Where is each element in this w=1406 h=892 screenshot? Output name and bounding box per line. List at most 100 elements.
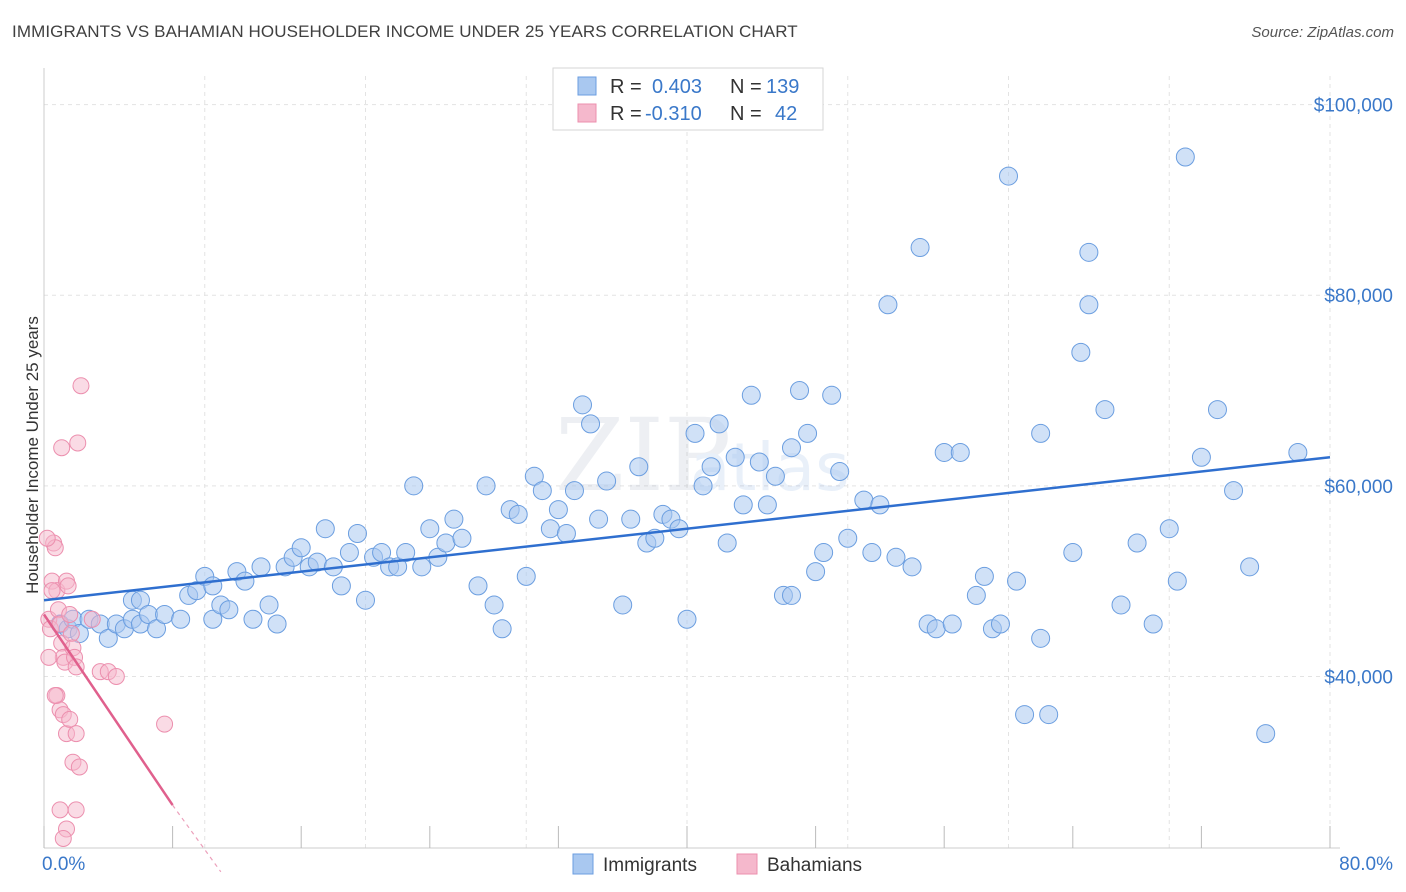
immigrants-point — [733, 495, 753, 515]
bahamians-point — [59, 577, 77, 595]
immigrants-point — [830, 462, 850, 482]
series-legend-swatch-immigrants — [572, 853, 594, 875]
immigrants-point — [709, 414, 729, 434]
immigrants-point — [685, 423, 705, 443]
x-tick-labels: 0.0% 80.0% — [42, 854, 1393, 875]
immigrants-point — [203, 609, 223, 629]
legend-r-label-immigrants: R = — [610, 76, 642, 98]
immigrants-point — [1224, 481, 1244, 501]
y-axis-label: Householder Income Under 25 years — [23, 316, 42, 594]
trend-lines — [42, 455, 1331, 873]
y-tick-label-3: $100,000 — [1314, 96, 1393, 117]
immigrants-point — [508, 504, 528, 524]
immigrants-point — [556, 523, 576, 543]
y-tick-label-0: $40,000 — [1324, 667, 1393, 688]
immigrants-point — [1159, 519, 1179, 539]
immigrants-point — [155, 604, 175, 624]
immigrants-point — [347, 523, 367, 543]
bahamians-point — [38, 529, 56, 547]
bahamians-point — [53, 439, 71, 457]
immigrants-point — [468, 576, 488, 596]
immigrants-point — [356, 590, 375, 610]
immigrants-point — [251, 557, 271, 577]
immigrants-trend-line — [43, 455, 1331, 602]
immigrants-point — [1143, 614, 1163, 634]
bahamians-point — [51, 801, 69, 819]
source-prefix: Source: — [1251, 24, 1308, 41]
immigrants-point — [621, 509, 641, 529]
immigrants-point — [862, 543, 882, 563]
legend-n-value-bahamians: 42 — [775, 103, 797, 125]
watermark: ZIP atlas — [555, 397, 850, 514]
immigrants-point — [404, 476, 424, 496]
immigrants-point — [420, 519, 440, 539]
immigrants-point — [339, 543, 359, 563]
immigrants-point — [990, 614, 1010, 634]
immigrants-point — [870, 495, 890, 515]
immigrants-point — [725, 447, 745, 467]
immigrants-point — [613, 595, 633, 615]
series-legend-label-immigrants: Immigrants — [603, 855, 697, 876]
immigrants-point — [98, 628, 118, 648]
immigrants-point — [396, 543, 416, 563]
immigrants-point — [878, 295, 898, 315]
immigrants-point — [259, 595, 279, 615]
immigrants-point — [974, 566, 994, 586]
immigrants-point — [693, 476, 713, 496]
legend-swatch-bahamians — [577, 103, 597, 123]
immigrants-point — [1256, 724, 1276, 744]
stats-legend-box — [552, 67, 824, 131]
immigrants-points — [50, 147, 1308, 744]
immigrants-point — [532, 481, 552, 501]
immigrants-point — [1015, 705, 1035, 725]
immigrants-point — [886, 547, 906, 567]
immigrants-point — [1031, 628, 1051, 648]
immigrants-point — [1191, 447, 1211, 467]
immigrants-point — [267, 614, 287, 634]
bahamians-point — [67, 725, 85, 743]
chart-title: IMMIGRANTS VS BAHAMIAN HOUSEHOLDER INCOM… — [12, 22, 798, 41]
x-tick-label-1: 80.0% — [1339, 854, 1393, 875]
legend-n-label-bahamians: N = — [730, 103, 762, 125]
immigrants-point — [436, 533, 456, 553]
immigrants-point — [1095, 400, 1115, 420]
stats-legend: R = 0.403 N = 139 R = -0.310 N = 42 — [552, 67, 824, 131]
immigrants-point — [524, 466, 544, 486]
immigrants-point — [999, 166, 1018, 186]
bahamians-point — [67, 658, 85, 676]
bahamians-point — [40, 648, 58, 666]
immigrants-point — [1127, 533, 1147, 553]
immigrants-point — [677, 609, 697, 629]
source-credit: Source: ZipAtlas.com — [1251, 24, 1394, 41]
bahamians-point — [61, 605, 79, 623]
immigrants-point — [741, 385, 761, 405]
immigrants-point — [781, 438, 801, 458]
immigrants-point — [798, 423, 818, 443]
source-site: ZipAtlas.com — [1307, 24, 1394, 41]
immigrants-point — [1039, 705, 1059, 725]
immigrants-point — [749, 452, 769, 472]
series-legend: Immigrants Bahamians — [572, 853, 862, 876]
immigrants-point — [717, 533, 737, 553]
immigrants-point — [806, 562, 826, 582]
immigrants-point — [926, 619, 946, 639]
legend-swatch-immigrants — [577, 76, 597, 96]
series-legend-label-bahamians: Bahamians — [767, 855, 862, 876]
immigrants-point — [235, 571, 255, 591]
bahamians-trend-line — [42, 613, 174, 806]
series-legend-swatch-bahamians — [736, 853, 758, 875]
immigrants-point — [1031, 423, 1051, 443]
bahamians-point — [83, 610, 101, 628]
immigrants-point — [757, 495, 777, 515]
immigrants-point — [1288, 442, 1308, 462]
immigrants-point — [589, 509, 609, 529]
immigrants-point — [540, 519, 560, 539]
bahamians-point — [62, 625, 80, 643]
immigrants-point — [902, 557, 922, 577]
immigrants-point — [822, 385, 842, 405]
immigrants-point — [476, 476, 496, 496]
immigrants-point — [243, 609, 263, 629]
immigrants-point — [573, 395, 593, 415]
bahamians-point — [156, 715, 174, 733]
immigrants-point — [171, 609, 191, 629]
